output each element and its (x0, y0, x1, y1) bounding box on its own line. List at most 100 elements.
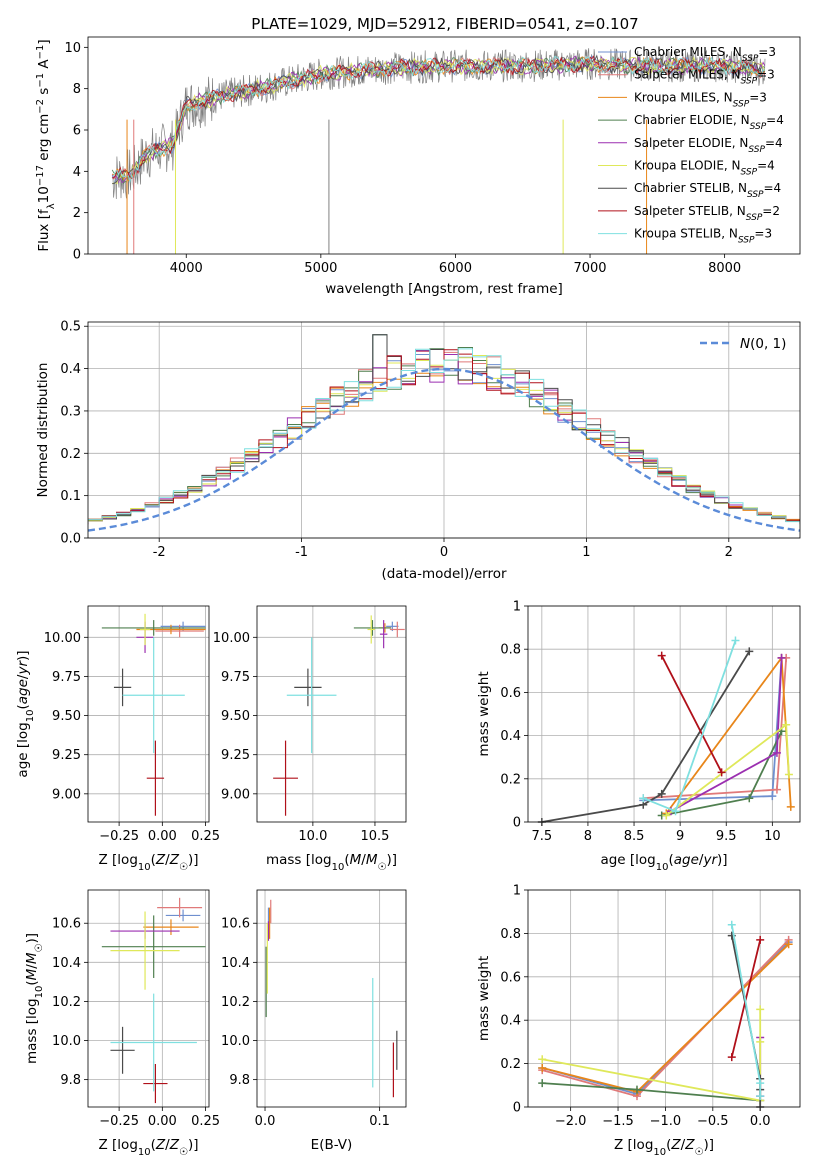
label-part: Z (670, 1137, 681, 1153)
y-axis-label: age [log10(age/yr)] (15, 650, 36, 777)
x-axis-label: (data-model)/error (381, 566, 507, 582)
weight-point-marker (657, 789, 666, 798)
x-tick-label: 9.5 (716, 829, 737, 844)
label-part: M (24, 968, 40, 980)
figure-title: PLATE=1029, MJD=52912, FIBERID=0541, z=0… (251, 15, 638, 33)
y-tick-label: 10.6 (221, 917, 250, 932)
y-tick-label: 10.4 (52, 956, 81, 971)
weight-plot (538, 920, 793, 1111)
weight-point-marker (745, 647, 754, 656)
spectrum-frame (87, 36, 801, 255)
weight_vs_Z-frame (527, 889, 801, 1108)
y-tick-label: 9.50 (52, 709, 81, 724)
y-tick-label: 9.75 (52, 670, 81, 685)
label-part: Z [log (99, 1137, 138, 1153)
legend-entry: N(0, 1) (740, 336, 786, 352)
y-tick-label: 9.25 (52, 748, 81, 763)
y-tick-label: 0.6 (500, 686, 521, 701)
y-tick-label: 0.2 (500, 1057, 521, 1072)
weight-point-marker (756, 1092, 765, 1101)
label-part: −17 (35, 165, 46, 186)
legend-text: Chabrier MILES, N (634, 45, 742, 59)
y-tick-label: 9.8 (229, 1073, 250, 1088)
weight_vs_age-frame (527, 605, 801, 823)
weight-point-marker (662, 811, 671, 820)
y-tick-label: 0.2 (60, 447, 81, 462)
label-part: ( (15, 704, 31, 709)
y-axis-label: mass [log10(M/M☉)] (24, 933, 45, 1064)
x-tick-label: 9 (676, 829, 684, 844)
label-part: / (681, 1137, 686, 1153)
x-tick-label: -2 (153, 545, 166, 560)
x-tick-label: 0.25 (191, 829, 220, 844)
weight-point-marker (777, 653, 786, 662)
legend-tail: =2 (762, 204, 780, 218)
axes-mass_vs_EBV: 0.0 0.1 9.8 10.0 10.2 10.4 10.6 (221, 890, 406, 1129)
legend-tail: =4 (766, 113, 784, 127)
x-tick-label: 1 (582, 545, 590, 560)
label-part: ( (344, 852, 349, 868)
y-axis-label: Normed distribution (35, 363, 51, 498)
label-part: )] (24, 933, 40, 944)
x-tick-label: 0.0 (750, 1114, 771, 1129)
legend-sub: SSP (746, 213, 763, 223)
label-part: 10 (34, 986, 45, 999)
axes-weight_vs_Z: −2.0 −1.5 −1.0 −0.5 0.0 0 0.2 0.4 0.6 0.8 1 Z [log1… (476, 884, 800, 1158)
y-tick-label: 10.00 (44, 631, 81, 646)
y-tick-label: 8 (73, 82, 81, 97)
legend-entry: Kroupa MILES, NSSP=3 (634, 90, 767, 109)
x-tick-label: −2.0 (555, 1114, 587, 1129)
label-part: / (15, 674, 31, 679)
weight-series-line (542, 1082, 761, 1102)
y-tick-label: 10 (64, 41, 81, 56)
label-part: ( (151, 1137, 156, 1153)
label-part: ☉ (34, 943, 45, 952)
label-part: )] (15, 650, 31, 661)
label-part: )] (703, 1137, 714, 1153)
y-axis-label: mass weight (476, 956, 492, 1041)
weight-point-marker (657, 651, 666, 660)
legend-tail: =4 (765, 136, 783, 150)
weight-point-marker (772, 748, 781, 757)
x-axis-label: age [log10(age/yr)] (600, 852, 727, 873)
label-part: / (361, 852, 366, 868)
y-tick-label: 0.6 (500, 970, 521, 985)
histogram-plot (88, 334, 800, 532)
y-tick-label: 0.8 (500, 643, 521, 658)
legend-tail: =4 (764, 181, 782, 195)
legend-text: Kroupa MILES, N (634, 90, 733, 104)
legend-text: Kroupa ELODIE, N (634, 159, 741, 173)
mass_vs_Z-frame (87, 889, 210, 1108)
legend-tail: =3 (757, 68, 775, 82)
weight-point-marker (756, 935, 765, 944)
label-part: Flux [f (36, 208, 52, 252)
observed-spectrum-line (111, 48, 766, 200)
label-part: ☉ (179, 862, 188, 873)
axes-age_vs_mass: 10.0 10.5 9.00 9.25 9.50 9.75 10.00 mass [log10… (213, 606, 406, 873)
label-part: )] (717, 852, 728, 868)
x-axis-label: wavelength [Angstrom, rest frame] (325, 281, 563, 297)
label-part: ( (666, 1137, 671, 1153)
x-tick-label: 7.5 (531, 829, 552, 844)
y-tick-label: 0.5 (60, 320, 81, 335)
label-part: ☉ (378, 862, 387, 873)
x-axis-label: Z [log10(Z/Z☉)] (614, 1137, 714, 1158)
legend-entry: Salpeter MILES, NSSP=3 (634, 68, 775, 87)
spectrum-plot (111, 48, 766, 254)
y-tick-label: 0.2 (500, 772, 521, 787)
y-tick-label: 1 (513, 600, 521, 615)
x-axis-label: E(B-V) (311, 1137, 353, 1153)
y-tick-label: 9.75 (221, 670, 250, 685)
legend-tail: =3 (749, 90, 767, 104)
y-tick-label: 10.4 (221, 956, 250, 971)
x-tick-label: 7000 (573, 261, 606, 276)
y-tick-label: 10.2 (221, 995, 250, 1010)
label-part: 10 (653, 1147, 666, 1158)
histogram-step-line (88, 348, 800, 523)
label-part: M (24, 952, 40, 964)
label-part: erg cm (36, 114, 52, 165)
legend-sub: SSP (741, 168, 758, 178)
label-part: age (15, 679, 31, 704)
label-part: 10 (138, 862, 151, 873)
